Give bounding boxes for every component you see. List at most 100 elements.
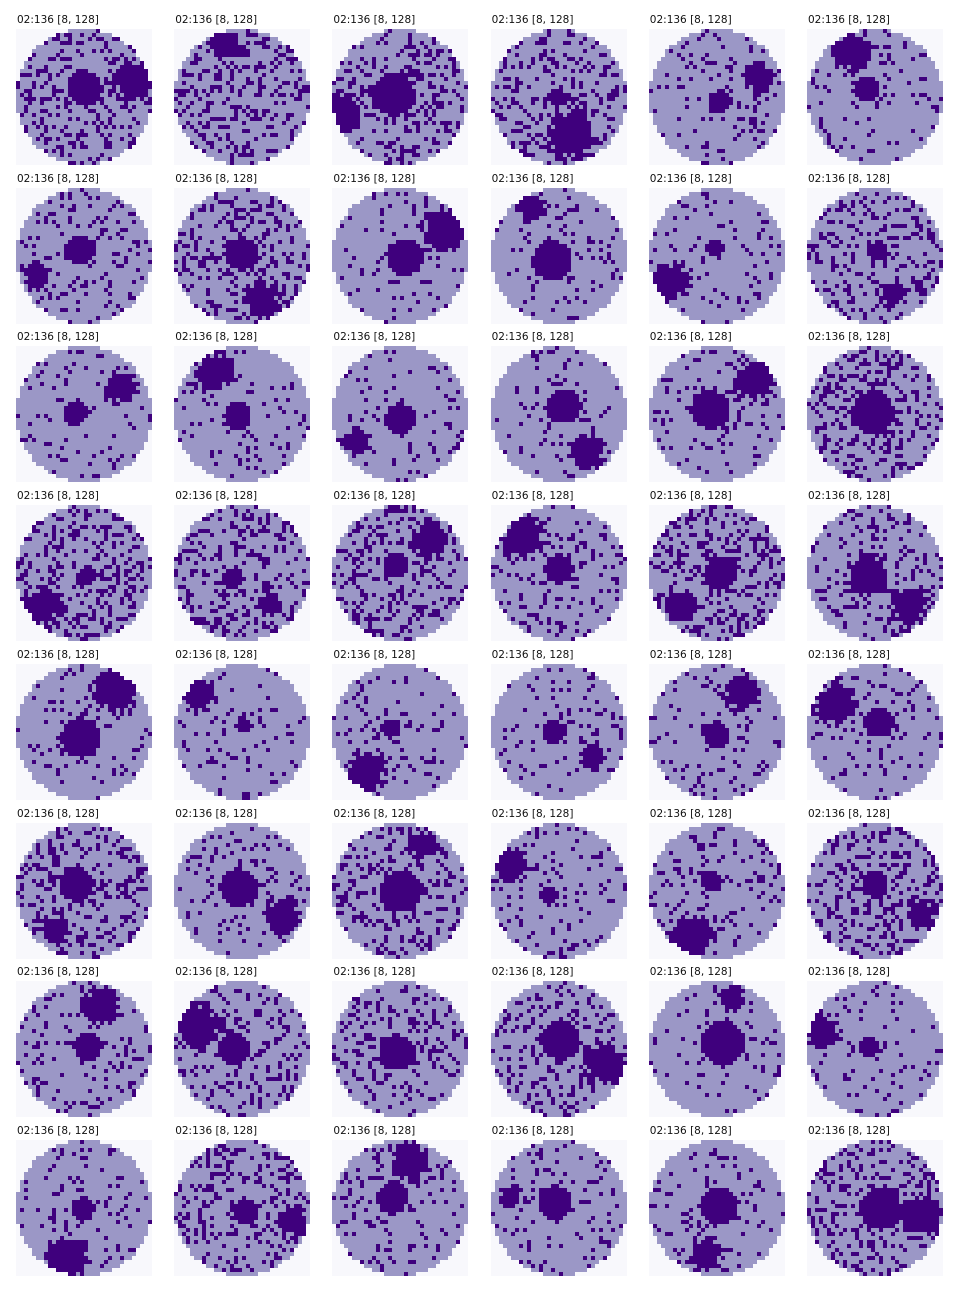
good-dies [16, 663, 152, 800]
wafer-tile: 02:136 [8, 128] [174, 1125, 314, 1277]
wafer-tile: 02:136 [8, 128] [490, 331, 631, 483]
good-dies [16, 505, 152, 642]
good-dies [16, 981, 152, 1118]
wafer-tile: 02:136 [8, 128] [807, 173, 947, 325]
wafer-tile: 02:136 [8, 128] [16, 14, 156, 166]
good-dies [648, 1139, 785, 1276]
wafer-map [174, 981, 311, 1118]
wafer-tile: 02:136 [8, 128] [332, 966, 472, 1118]
wafer-dies [16, 187, 152, 324]
good-dies [490, 505, 627, 642]
defect-dies [332, 985, 469, 1118]
defect-dies [807, 981, 943, 1118]
defect-dies [332, 1139, 465, 1276]
wafer-dies [648, 187, 785, 324]
wafer-dies [490, 505, 627, 642]
wafer-dies [332, 505, 469, 642]
defect-dies [807, 822, 943, 959]
wafer-map [16, 505, 152, 642]
defect-dies [16, 663, 152, 800]
good-dies [174, 822, 311, 959]
wafer-tile: 02:136 [8, 128] [174, 966, 314, 1118]
tile-label: 02:136 [8, 128] [649, 172, 732, 185]
defect-dies [494, 346, 619, 479]
wafer-tile: 02:136 [8, 128] [174, 649, 314, 801]
wafer-tile: 02:136 [8, 128] [16, 966, 156, 1118]
good-dies [807, 1139, 943, 1276]
wafer-tile: 02:136 [8, 128] [332, 1125, 472, 1277]
wafer-tile: 02:136 [8, 128] [807, 808, 947, 960]
wafer-tile: 02:136 [8, 128] [490, 648, 631, 801]
wafer-map [490, 663, 627, 800]
tile-label: 02:136 [8, 128] [649, 14, 732, 26]
wafer-tile: 02:136 [8, 128] [648, 1124, 789, 1277]
good-dies [332, 29, 469, 165]
wafer-map [174, 822, 311, 959]
good-dies [648, 29, 785, 165]
defect-dies [490, 1139, 623, 1276]
wafer-dies [174, 822, 311, 959]
wafer-map [16, 187, 152, 324]
good-dies [174, 346, 311, 483]
defect-dies [340, 191, 465, 324]
wafer-dies [16, 981, 152, 1118]
tile-label: 02:136 [8, 128] [808, 331, 890, 344]
good-dies [807, 187, 943, 324]
wafer-dies [490, 981, 627, 1118]
good-dies [807, 346, 943, 483]
wafer-dies [16, 822, 152, 959]
good-dies [648, 663, 785, 800]
tile-label: 02:136 [8, 128] [491, 490, 574, 503]
wafer-dies [332, 187, 469, 324]
defect-dies [811, 663, 943, 800]
tile-label: 02:136 [8, 128] [175, 14, 258, 26]
tile-label: 02:136 [8, 128] [808, 14, 890, 26]
defect-dies [174, 985, 311, 1118]
wafer-tile: 02:136 [8, 128] [490, 808, 631, 960]
wafer-tile: 02:136 [8, 128] [16, 331, 156, 483]
good-dies [807, 663, 943, 800]
good-dies [332, 505, 469, 642]
wafer-dies [16, 505, 152, 642]
wafer-map [174, 505, 311, 642]
defect-dies [490, 29, 627, 165]
good-dies [490, 346, 627, 483]
good-dies [648, 346, 785, 483]
defect-dies [807, 191, 943, 324]
defect-dies [807, 1139, 943, 1276]
wafer-tile: 02:136 [8, 128] [807, 331, 947, 483]
wafer-map [16, 981, 152, 1118]
defect-dies [648, 663, 781, 800]
wafer-map [16, 663, 152, 800]
good-dies [332, 346, 469, 483]
good-dies [490, 1139, 627, 1276]
wafer-tile: 02:136 [8, 128] [16, 490, 156, 642]
wafer-dies [490, 822, 627, 959]
wafer-map [332, 981, 469, 1118]
wafer-tile: 02:136 [8, 128] [490, 1125, 631, 1277]
tile-label: 02:136 [8, 128] [649, 1124, 732, 1137]
wafer-dies [648, 663, 785, 800]
tile-label: 02:136 [8, 128] [491, 648, 574, 661]
wafer-map [490, 1139, 627, 1276]
defect-dies [332, 505, 469, 642]
wafer-dies [16, 29, 152, 165]
wafer-tile: 02:136 [8, 128] [332, 490, 472, 642]
defect-dies [498, 667, 623, 796]
defect-dies [16, 981, 152, 1118]
wafer-tile: 02:136 [8, 128] [16, 1125, 156, 1277]
tile-label: 02:136 [8, 128] [17, 648, 99, 661]
good-dies [174, 187, 311, 324]
good-dies [807, 505, 943, 642]
wafer-tile: 02:136 [8, 128] [16, 808, 156, 960]
wafer-map [648, 187, 785, 324]
wafer-map [648, 346, 785, 483]
wafer-map [807, 822, 943, 959]
defect-dies [652, 350, 785, 475]
wafer-tile: 02:136 [8, 128] [807, 649, 947, 801]
good-dies [807, 981, 943, 1118]
wafer-dies [16, 663, 152, 800]
wafer-tile: 02:136 [8, 128] [490, 14, 631, 166]
wafer-dies [807, 187, 943, 324]
good-dies [332, 981, 469, 1118]
